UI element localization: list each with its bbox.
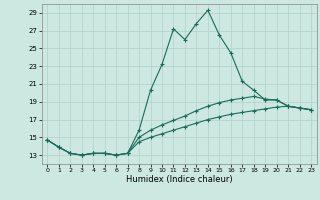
X-axis label: Humidex (Indice chaleur): Humidex (Indice chaleur) <box>126 175 233 184</box>
